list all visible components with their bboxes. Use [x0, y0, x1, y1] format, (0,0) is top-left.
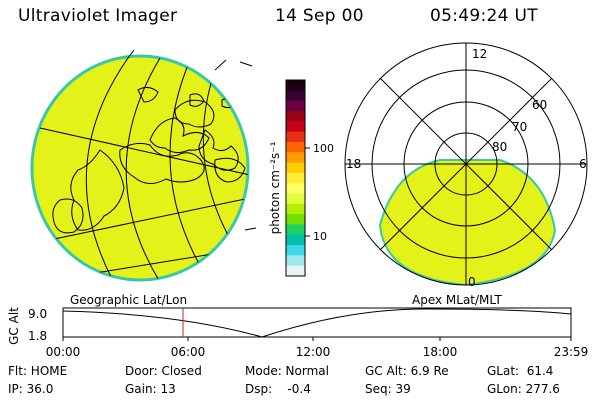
colorbar-band: [286, 245, 305, 256]
orbit-xtick-0000: 00:00: [46, 345, 81, 359]
polar-ring-outer: [344, 42, 588, 286]
status-filter: Flt: HOME: [8, 364, 68, 378]
colorbar-band: [286, 183, 305, 194]
polar-image-fill: [345, 43, 587, 285]
polar-image-region: [378, 159, 557, 285]
status-seq: Seq: 39: [365, 382, 411, 396]
polar-ring-60: [371, 69, 561, 259]
colorbar-band: [286, 224, 305, 236]
orbit-xtick-0600: 06:00: [171, 345, 206, 359]
polar-mlt-label-6: 6: [579, 157, 587, 171]
colorbar-band: [286, 255, 305, 267]
status-dsp: Dsp: -0.4: [245, 382, 311, 396]
colorbar-unit-label: photon cm⁻²s⁻¹: [268, 141, 282, 234]
colorbar-band: [286, 172, 305, 184]
status-ip: IP: 36.0: [8, 382, 54, 396]
status-door: Door: Closed: [125, 364, 202, 378]
orbit-xtick-1800: 18:00: [423, 345, 458, 359]
orbit-left-title: Geographic Lat/Lon: [70, 293, 187, 307]
colorbar-band: [286, 152, 305, 164]
polar-mlt-label-0: 0: [468, 275, 476, 289]
orbit-altitude-curve: [62, 308, 572, 338]
status-glat: GLat: 61.4: [487, 364, 554, 378]
orbit-ytick-1-8: 1.8: [28, 329, 47, 343]
polar-ring-label-70: 70: [512, 120, 527, 134]
orbit-right-title: Apex MLat/MLT: [412, 293, 502, 307]
orbit-ytick-9: 9.0: [28, 307, 47, 321]
colorbar-band: [286, 234, 305, 246]
colorbar-tick-100: 100: [313, 142, 334, 155]
status-gc-alt: GC Alt: 6.9 Re: [365, 364, 449, 378]
status-glon: GLon: 277.6: [487, 382, 560, 396]
colorbar-band: [286, 203, 305, 215]
colorbar-band: [286, 110, 305, 122]
time-label: 05:49:24 UT: [430, 6, 538, 26]
status-mode: Mode: Normal: [245, 364, 329, 378]
colorbar-band: [286, 90, 305, 102]
colorbar-band: [286, 141, 305, 153]
colorbar-band: [286, 265, 305, 277]
colorbar-band: [286, 162, 305, 174]
colorbar-band: [286, 193, 305, 205]
colorbar-band: [286, 121, 305, 133]
colorbar: [286, 80, 305, 277]
polar-ring-70: [403, 101, 529, 227]
orbit-ylabel: GC Alt: [7, 307, 21, 345]
instrument-title: Ultraviolet Imager: [18, 6, 178, 26]
colorbar-frame: [285, 79, 306, 277]
status-gain: Gain: 13: [125, 382, 176, 396]
colorbar-band: [286, 80, 305, 91]
orbit-xtick-2359: 23:59: [554, 345, 589, 359]
colorbar-band: [286, 214, 305, 225]
polar-ring-80: [434, 132, 498, 196]
orbit-frame: [62, 307, 572, 338]
orbit-xtick-1200: 12:00: [296, 345, 331, 359]
polar-ring-label-60: 60: [532, 98, 547, 112]
geo-image-disk: [30, 54, 250, 282]
colorbar-tick-10: 10: [313, 230, 327, 243]
date-label: 14 Sep 00: [275, 6, 364, 26]
polar-mlt-label-18: 18: [346, 157, 361, 171]
colorbar-band: [286, 100, 305, 112]
polar-ring-label-80: 80: [492, 140, 507, 154]
colorbar-band: [286, 131, 305, 143]
polar-mlt-label-12: 12: [472, 47, 487, 61]
